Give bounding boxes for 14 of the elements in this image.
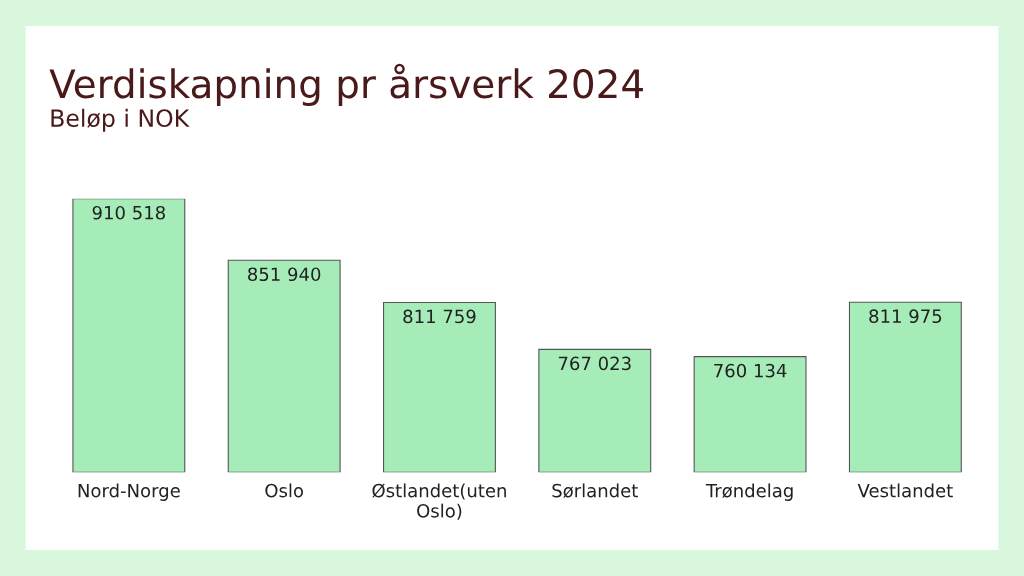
data-label: 767 023 [558,356,631,371]
x-tick-label: Nord-Norge [78,483,180,501]
x-tick-label: Østlandet(uten Oslo) [372,483,506,520]
data-label: 910 518 [92,205,165,220]
x-tick-label: Sørlandet [552,483,638,498]
chart-subtitle: Beløp i NOK [51,108,190,132]
x-tick-label: Trøndelag [705,483,793,501]
data-label: 811 759 [403,309,476,324]
data-label: 811 975 [869,309,942,324]
data-label: 851 940 [248,267,321,282]
chart-title: Verdiskapning pr årsverk 2024 [49,63,643,107]
data-label: 760 134 [714,363,787,378]
x-tick-label: Vestlandet [857,483,953,498]
x-tick-label: Oslo [265,483,304,498]
